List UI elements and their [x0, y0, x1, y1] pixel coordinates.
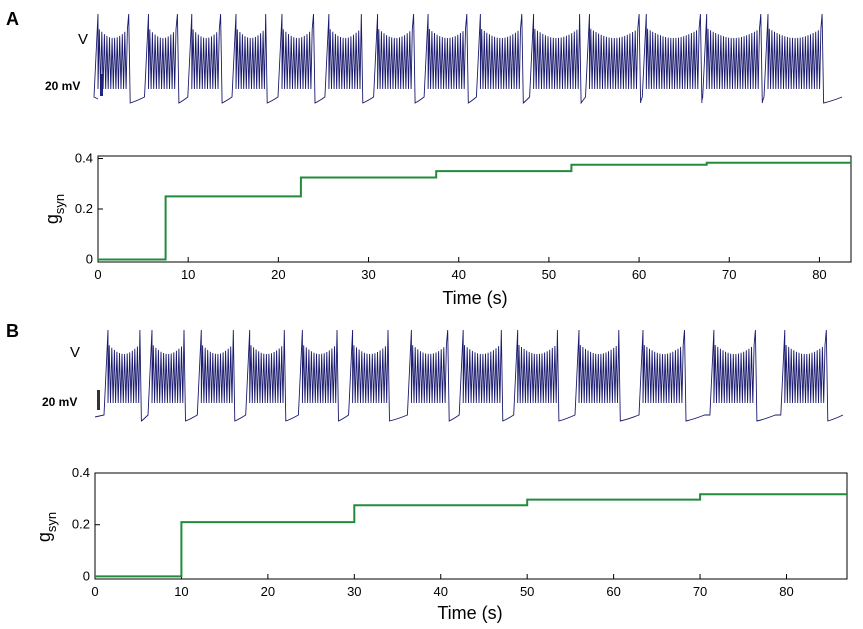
x-tick-label: 10 [174, 584, 188, 599]
axis-ticks-b: 0 10 20 30 40 50 60 70 80 0 0.2 0.4 [72, 465, 794, 599]
scalebar-b [97, 390, 100, 410]
panel-label-a: A [6, 9, 19, 29]
x-tick-label: 10 [181, 267, 195, 282]
gsyn-plot-a: 0 10 20 30 40 50 60 70 80 0 0.2 0.4 Time (s) gsyn [42, 151, 852, 308]
y-axis-label-a: gsyn [42, 194, 67, 224]
voltage-label-a: V [78, 31, 88, 48]
voltage-trace-a [93, 13, 843, 105]
x-tick-label: 50 [542, 267, 556, 282]
x-tick-label: 80 [779, 584, 793, 599]
x-tick-label: 70 [693, 584, 707, 599]
x-tick-label: 20 [261, 584, 275, 599]
scalebar-a [100, 74, 103, 96]
panel-a: A V 20 mV 0 10 20 30 40 50 60 70 80 0 0.2 0.4 Time … [6, 9, 852, 308]
voltage-plot-b: V 20 mV [42, 329, 844, 422]
x-tick-label: 30 [361, 267, 375, 282]
x-tick-label: 20 [271, 267, 285, 282]
gsyn-series-a [98, 161, 851, 261]
y-tick-label: 0.2 [75, 201, 93, 216]
x-tick-label: 80 [812, 267, 826, 282]
x-axis-label-b: Time (s) [437, 603, 502, 623]
y-axis-label-b: gsyn [34, 512, 59, 542]
x-tick-label: 40 [434, 584, 448, 599]
gsyn-series-b [95, 493, 847, 578]
x-tick-label: 60 [606, 584, 620, 599]
y-tick-label: 0 [83, 568, 90, 583]
panel-b: B V 20 mV 0 10 20 30 40 50 60 70 80 0 0.2 0.4 Time … [6, 321, 848, 623]
voltage-trace-b [94, 329, 844, 422]
x-tick-label: 70 [722, 267, 736, 282]
scalebar-label-a: 20 mV [45, 79, 80, 93]
y-tick-label: 0 [86, 251, 93, 266]
x-axis-label-a: Time (s) [442, 288, 507, 308]
x-tick-label: 60 [632, 267, 646, 282]
y-tick-label: 0.2 [72, 517, 90, 532]
y-tick-label: 0.4 [72, 465, 90, 480]
x-tick-label: 30 [347, 584, 361, 599]
voltage-label-b: V [70, 344, 80, 361]
axis-ticks-a: 0 10 20 30 40 50 60 70 80 0 0.2 0.4 [75, 151, 827, 282]
y-tick-label: 0.4 [75, 151, 93, 166]
x-tick-label: 50 [520, 584, 534, 599]
x-tick-label: 0 [94, 267, 101, 282]
scalebar-label-b: 20 mV [42, 395, 77, 409]
gsyn-plot-b: 0 10 20 30 40 50 60 70 80 0 0.2 0.4 Time (s) gsyn [34, 465, 848, 623]
plot-frame-b [94, 472, 848, 580]
voltage-plot-a: V 20 mV [45, 13, 843, 105]
x-tick-label: 0 [91, 584, 98, 599]
panel-label-b: B [6, 321, 19, 341]
x-tick-label: 40 [451, 267, 465, 282]
